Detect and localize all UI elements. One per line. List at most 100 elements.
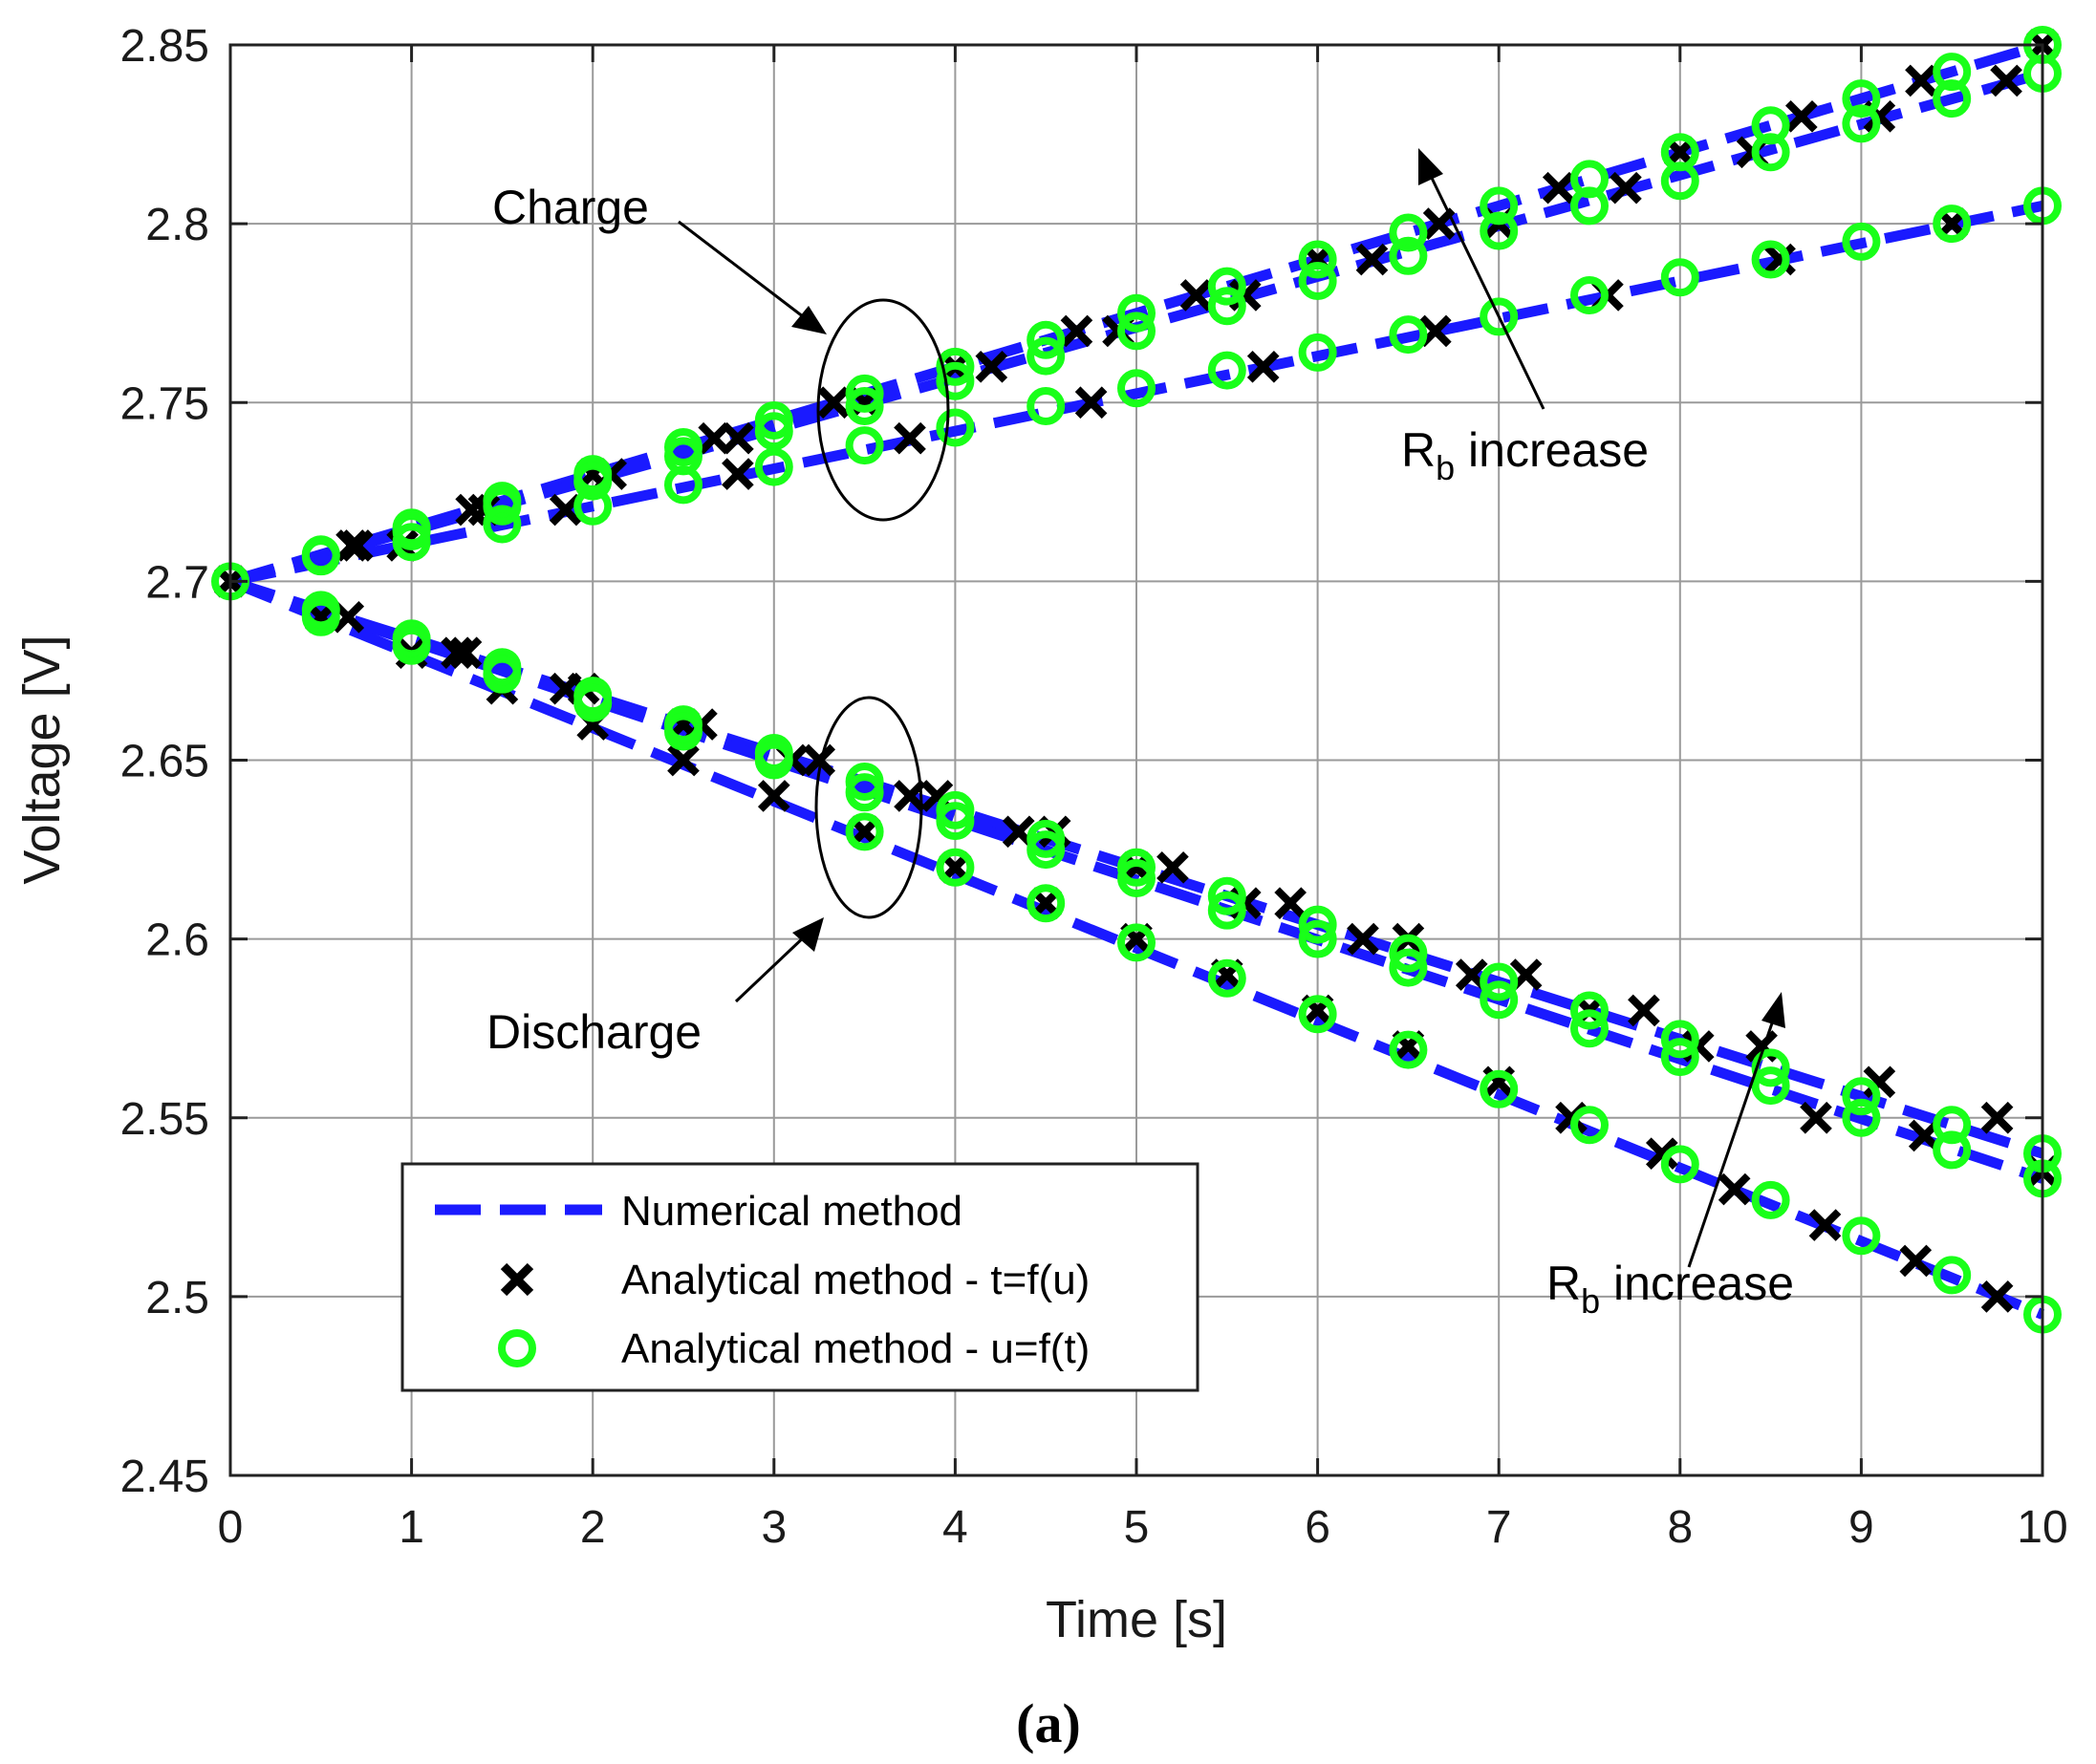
marker-u-f-t-2-13 [1570,275,1609,314]
marker-u-f-t-4-17 [1842,1098,1881,1137]
annotation-discharge: Discharge [486,1005,702,1059]
y-tick-labels: 2.45 2.5 2.55 2.6 2.65 2.7 2.75 2.8 2.85 [120,21,209,1502]
marker-t-f-u-0-13 [1785,100,1818,133]
marker-u-f-t-3-12 [1389,934,1428,973]
marker-u-f-t-0-13 [1389,213,1428,252]
marker-u-f-t-4-11 [1298,919,1337,958]
marker-u-f-t-5-6 [1389,1030,1428,1069]
marker-u-f-t-3-18 [1933,1106,1972,1145]
marker-t-f-u-0-14 [1905,64,1937,97]
marker-t-f-u-1-4 [722,421,754,455]
marker-u-f-t-2-17 [1933,204,1972,244]
marker-u-f-t-1-0 [301,537,340,576]
marker-u-f-t-2-2 [573,486,613,526]
x-tick-label-9: 9 [1848,1502,1874,1553]
marker-u-f-t-5-5 [1298,995,1337,1034]
marker-u-f-t-4-2 [483,655,522,694]
marker-t-f-u-4-0 [441,636,473,670]
marker-u-f-t-2-6 [936,408,975,447]
marker-t-f-u-5-19 [1980,1280,2014,1313]
marker-u-f-t-0-11 [1207,267,1246,306]
legend-u-f-t-label: Analytical method - u=f(t) [621,1325,1090,1372]
marker-u-f-t-2-11 [1389,315,1428,355]
marker-u-f-t-1-6 [845,386,884,425]
legend-t-f-u-label: Analytical method - t=f(u) [621,1257,1090,1303]
marker-u-f-t-1-16 [1751,133,1790,172]
marker-u-f-t-4-3 [573,683,613,722]
y-tick-label-6: 2.75 [120,378,209,429]
marker-t-f-u-2-6 [1246,350,1280,383]
marker-u-f-t-1-3 [573,462,613,501]
marker-t-f-u-0-11 [1542,171,1575,204]
legend-numerical-label: Numerical method [621,1188,962,1235]
marker-u-f-t-4-0 [301,597,340,636]
x-tick-label-8: 8 [1667,1502,1693,1553]
y-tick-label-0: 2.45 [120,1452,209,1502]
rb-top-arrowhead [1418,148,1443,185]
y-tick-label-2: 2.55 [120,1094,209,1145]
marker-t-f-u-5-18 [1899,1244,1933,1278]
rb-bottom-arrowhead [1761,992,1785,1028]
marker-u-f-t-2-3 [664,465,702,505]
marker-t-f-u-2-5 [1074,386,1108,419]
rb-top-arrow [1427,171,1545,410]
marker-u-f-t-4-15 [1660,1038,1699,1077]
marker-t-f-u-4-12 [1800,1101,1832,1134]
marker-u-f-t-4-13 [1480,980,1519,1020]
x-tick-label-10: 10 [2017,1502,2067,1553]
marker-u-f-t-4-8 [1026,830,1066,870]
marker-u-f-t-1-14 [1570,186,1609,226]
marker-t-f-u-1-14 [1990,64,2022,97]
marker-u-f-t-1-8 [1026,336,1066,376]
marker-u-f-t-5-3 [1117,923,1156,962]
y-tick-label-7: 2.8 [145,200,209,250]
marker-u-f-t-5-11 [1842,1216,1881,1256]
marker-t-f-u-5-17 [1808,1209,1842,1241]
marker-u-f-t-5-10 [1751,1180,1790,1219]
marker-u-f-t-4-14 [1570,1009,1609,1048]
marker-u-f-t-2-5 [845,426,884,465]
marker-t-f-u-5-5 [757,780,790,812]
marker-u-f-t-5-1 [936,848,975,887]
marker-u-f-t-3-11 [1298,905,1337,944]
marker-t-f-u-1-1 [340,529,374,562]
marker-u-f-t-2-4 [754,447,793,486]
x-tick-label-7: 7 [1486,1502,1512,1553]
x-tick-label-4: 4 [942,1502,968,1553]
marker-u-f-t-1-10 [1207,287,1246,326]
marker-t-f-u-3-12 [1628,994,1660,1027]
marker-u-f-t-3-10 [1207,876,1246,915]
legend: Numerical method Analytical method - t=f… [400,1162,1199,1392]
marker-t-f-u-4-4 [894,780,926,812]
marker-u-f-t-3-13 [1480,962,1519,1001]
marker-u-f-t-2-1 [483,505,522,544]
x-tick-label-2: 2 [580,1502,606,1553]
marker-t-f-u-1-11 [1610,171,1642,204]
marker-u-f-t-0-8 [936,347,975,386]
marker-u-f-t-4-7 [936,802,975,841]
marker-t-f-u-3-8 [1156,850,1189,884]
figure-caption: (a) [1016,1692,1081,1754]
marker-t-f-u-2-4 [894,421,926,455]
marker-t-f-u-5-4 [667,743,700,777]
marker-u-f-t-4-6 [845,773,884,812]
marker-u-f-t-5-8 [1570,1106,1609,1145]
y-tick-label-8: 2.85 [120,21,209,72]
marker-u-f-t-2-15 [1751,240,1790,279]
annotation-rb-increase-top: Rb increase [1401,423,1649,487]
marker-u-f-t-4-10 [1207,891,1246,930]
charge-ellipse [816,298,950,522]
marker-u-f-t-5-0 [845,812,884,851]
marker-u-f-t-1-9 [1117,312,1156,351]
marker-u-f-t-0-10 [1117,293,1156,333]
markers [211,26,2062,1334]
marker-t-f-u-0-10 [1422,207,1456,240]
x-tick-label-3: 3 [761,1502,787,1553]
y-axis-label: Voltage [V] [13,635,71,884]
marker-u-f-t-5-12 [1933,1256,1972,1295]
marker-u-f-t-2-8 [1117,369,1156,408]
y-tick-label-1: 2.5 [145,1273,209,1323]
marker-t-f-u-1-9 [1355,243,1389,276]
marker-u-f-t-1-7 [936,361,975,400]
